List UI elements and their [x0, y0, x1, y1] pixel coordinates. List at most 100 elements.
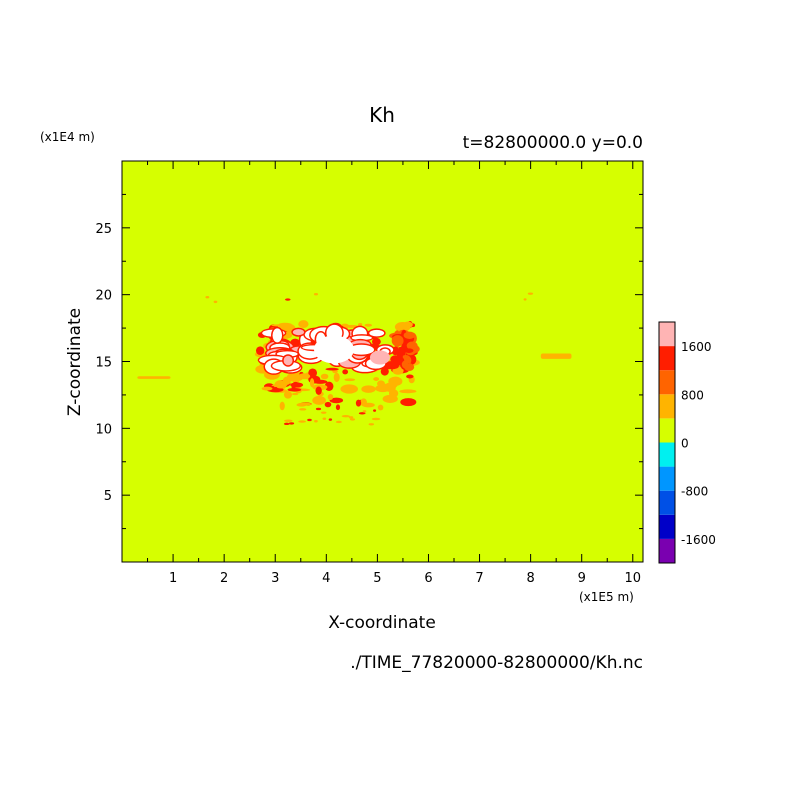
- kh-peak-patch: [369, 350, 390, 365]
- kh-high-patch: [291, 392, 299, 396]
- x-axis-title: X-coordinate: [328, 613, 436, 633]
- kh-peak-patch: [348, 344, 375, 355]
- kh-high-patch: [308, 368, 318, 378]
- y-axis-title: Z-coordinate: [65, 308, 85, 416]
- y-axis: 5 10 15 20 25: [95, 193, 643, 530]
- colorbar-label: 1600: [681, 340, 712, 354]
- colorbar-swatch: [659, 346, 675, 371]
- x-tick-label: 5: [373, 571, 381, 586]
- kh-stray-patch: [371, 417, 381, 421]
- colorbar-label: 800: [681, 388, 704, 402]
- kh-core-patch: [404, 348, 414, 353]
- kh-high-patch: [298, 320, 309, 328]
- kh-core-patch: [393, 356, 405, 365]
- kh-core-patch: [401, 360, 409, 369]
- kh-high-patch: [342, 369, 349, 375]
- kh-high-patch: [380, 367, 389, 376]
- kh-high-patch: [402, 321, 413, 328]
- kh-high-patch: [324, 381, 334, 392]
- colorbar-swatch: [659, 418, 675, 443]
- colorbar-swatch: [659, 466, 675, 491]
- kh-stray-patch: [299, 408, 307, 411]
- kh-high-patch: [406, 374, 414, 379]
- kh-stray-patch: [335, 420, 342, 424]
- kh-stray-patch: [314, 420, 318, 423]
- kh-stray-patch: [527, 292, 534, 295]
- kh-high-patch: [324, 401, 332, 408]
- colorbar-frame: [658, 321, 676, 564]
- x-tick-label: 7: [475, 571, 483, 586]
- kh-moderate-patch: [540, 353, 572, 359]
- kh-high-patch: [287, 387, 302, 392]
- x-tick-label: 1: [169, 571, 177, 586]
- kh-high-patch: [296, 403, 307, 407]
- kh-high-patch: [388, 376, 403, 386]
- kh-stray-patch: [320, 411, 327, 414]
- kh-high-patch: [344, 378, 356, 382]
- kh-high-patch: [335, 404, 341, 411]
- kh-high-patch: [276, 386, 286, 389]
- colorbar-label: 0: [681, 437, 689, 451]
- kh-stray-patch: [328, 418, 333, 421]
- kh-high-patch: [360, 398, 367, 407]
- kh-stray-patch: [288, 422, 295, 425]
- colorbar-swatch: [659, 394, 675, 419]
- kh-high-patch: [340, 384, 358, 394]
- kh-peak-patch: [313, 335, 354, 364]
- kh-peak-patch: [351, 335, 372, 341]
- kh-high-patch: [296, 375, 303, 378]
- kh-stray-patch: [213, 300, 218, 304]
- colorbar-swatch: [659, 442, 675, 467]
- kh-stray-patch: [285, 298, 291, 301]
- x-tick-label: 3: [271, 571, 279, 586]
- kh-high-patch: [283, 390, 293, 399]
- x-axis-unit: (x1E5 m): [579, 590, 634, 604]
- colorbar-label: -1600: [681, 533, 716, 547]
- y-axis-unit: (x1E4 m): [40, 130, 95, 144]
- kh-high-patch: [255, 346, 265, 355]
- kh-high-patch: [358, 322, 363, 327]
- colorbar: 1600 800 0 -800 -1600: [658, 321, 716, 564]
- kh-peak-patch: [292, 329, 305, 336]
- kh-high-patch: [372, 337, 381, 346]
- x-tick-label: 4: [322, 571, 330, 586]
- kh-high-patch: [373, 377, 380, 381]
- kh-moderate-patch: [137, 376, 171, 379]
- kh-stray-patch: [348, 416, 354, 419]
- kh-high-patch: [377, 404, 384, 411]
- kh-high-patch: [361, 385, 376, 393]
- y-tick-label: 10: [95, 422, 112, 437]
- x-tick-label: 6: [424, 571, 432, 586]
- kh-stray-patch: [358, 412, 366, 415]
- x-tick-label: 2: [220, 571, 228, 586]
- kh-peak-patch: [369, 329, 385, 337]
- kh-high-patch: [327, 393, 334, 400]
- kh-stray-patch: [283, 422, 290, 426]
- kh-core-patch: [403, 331, 416, 339]
- kh-high-patch: [329, 397, 344, 404]
- kh-high-patch: [382, 394, 398, 403]
- kh-stray-patch: [349, 418, 356, 421]
- colorbar-swatch: [659, 322, 675, 347]
- colorbar-swatch: [659, 490, 675, 515]
- kh-stray-patch: [298, 420, 306, 423]
- kh-stray-patch: [368, 423, 375, 426]
- kh-high-patch: [375, 384, 391, 393]
- kh-stray-patch: [315, 407, 322, 411]
- kh-core-patch: [406, 341, 418, 351]
- colorbar-swatch: [659, 538, 675, 563]
- plot-area: [121, 160, 644, 563]
- kh-high-patch: [271, 324, 287, 327]
- kh-stray-patch: [373, 409, 377, 412]
- x-tick-label: 9: [578, 571, 586, 586]
- y-tick-label: 15: [95, 356, 112, 371]
- kh-high-patch: [290, 382, 304, 388]
- y-tick-label: 20: [95, 289, 112, 304]
- kh-high-patch: [320, 373, 329, 380]
- kh-high-patch: [312, 395, 326, 405]
- kh-high-patch: [282, 376, 291, 386]
- kh-core-patch: [391, 335, 404, 347]
- kh-high-patch: [333, 372, 340, 382]
- kh-high-patch: [288, 374, 294, 379]
